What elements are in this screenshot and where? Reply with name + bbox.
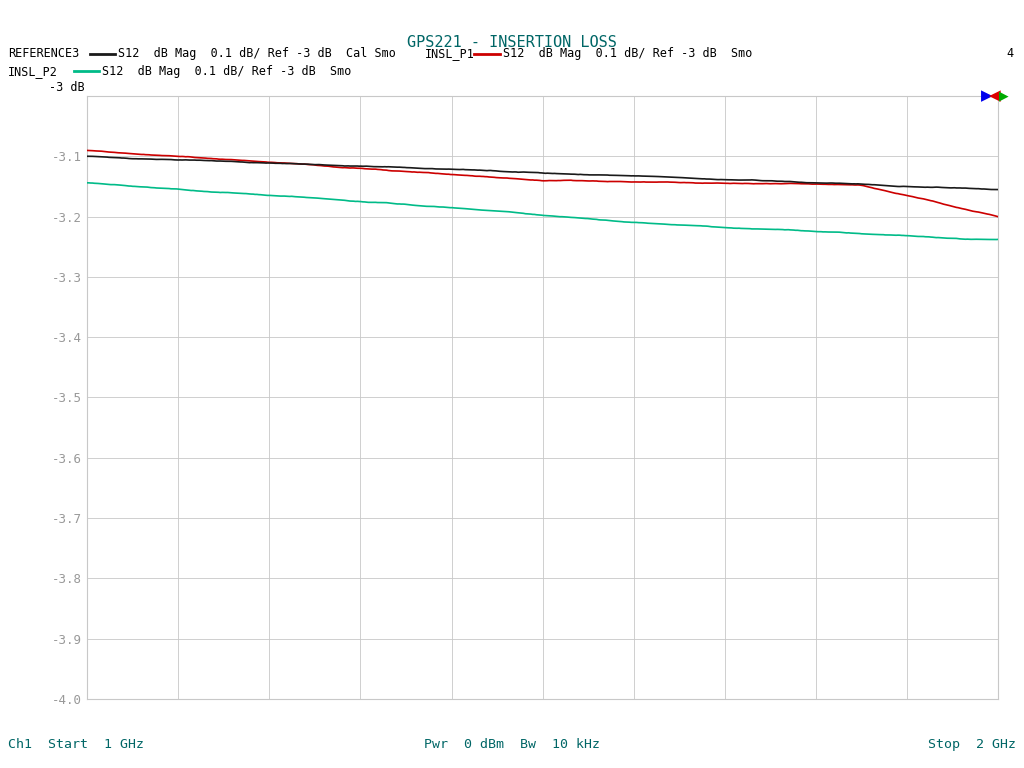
Text: ▶: ▶: [998, 90, 1009, 102]
Text: -3 dB: -3 dB: [49, 81, 85, 94]
Text: ▶: ▶: [981, 88, 993, 104]
Text: INSL_P2: INSL_P2: [8, 65, 58, 78]
Text: S12  dB Mag  0.1 dB/ Ref -3 dB  Cal Smo: S12 dB Mag 0.1 dB/ Ref -3 dB Cal Smo: [118, 48, 395, 60]
Text: S12  dB Mag  0.1 dB/ Ref -3 dB  Smo: S12 dB Mag 0.1 dB/ Ref -3 dB Smo: [102, 65, 352, 78]
Text: REFERENCE3: REFERENCE3: [8, 48, 80, 60]
Text: Ch1  Start  1 GHz: Ch1 Start 1 GHz: [8, 738, 144, 751]
Text: 4: 4: [1007, 48, 1014, 60]
Text: Stop  2 GHz: Stop 2 GHz: [928, 738, 1016, 751]
Text: INSL_P1: INSL_P1: [425, 48, 475, 60]
Text: ◀: ◀: [989, 88, 1001, 104]
Text: GPS221 - INSERTION LOSS: GPS221 - INSERTION LOSS: [408, 35, 616, 50]
Text: Pwr  0 dBm  Bw  10 kHz: Pwr 0 dBm Bw 10 kHz: [424, 738, 600, 751]
Text: S12  dB Mag  0.1 dB/ Ref -3 dB  Smo: S12 dB Mag 0.1 dB/ Ref -3 dB Smo: [503, 48, 753, 60]
